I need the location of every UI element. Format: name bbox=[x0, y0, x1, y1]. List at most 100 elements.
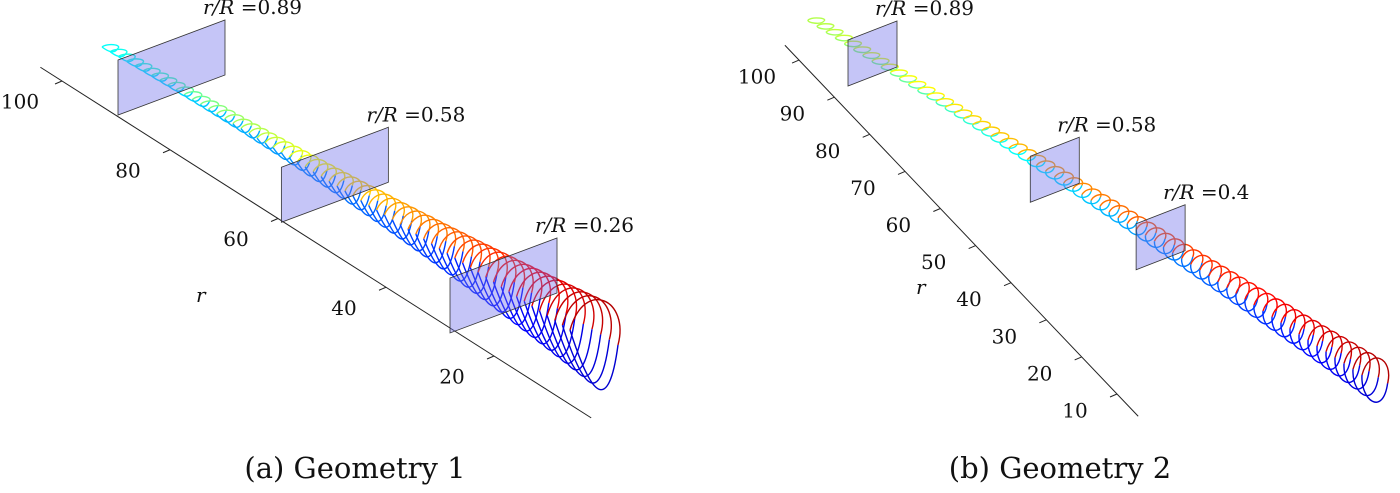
blade-section bbox=[1298, 334, 1324, 357]
blade-section bbox=[1244, 287, 1269, 306]
blade-section bbox=[1325, 336, 1353, 360]
blade-section bbox=[990, 132, 1010, 139]
tick-mark bbox=[1003, 282, 1012, 287]
blade-section bbox=[438, 231, 474, 257]
blade-section bbox=[1017, 153, 1037, 162]
blade-section bbox=[1343, 363, 1370, 390]
blade-section bbox=[167, 81, 186, 88]
blade-section bbox=[423, 238, 456, 270]
section-plane bbox=[117, 19, 226, 116]
plane-label-prefix: r/R = bbox=[1057, 112, 1111, 136]
blade-section bbox=[1180, 258, 1203, 274]
blade-section bbox=[538, 283, 586, 325]
plane-label-value: 0.4 bbox=[1218, 180, 1250, 204]
blade-section bbox=[407, 228, 438, 258]
blade-section bbox=[1226, 276, 1250, 294]
blade-section bbox=[1108, 204, 1130, 216]
tick-label: 100 bbox=[1, 90, 39, 114]
blade-section bbox=[415, 233, 447, 264]
blade-section bbox=[383, 214, 413, 240]
plane-label: r/R =0.89 bbox=[203, 0, 302, 19]
blade-section bbox=[972, 120, 991, 127]
blade-section bbox=[142, 67, 161, 73]
blade-section bbox=[375, 197, 406, 217]
blade-section bbox=[935, 97, 955, 104]
blade-section bbox=[990, 136, 1009, 143]
blade-section bbox=[1316, 345, 1342, 370]
blade-section bbox=[352, 184, 380, 201]
blade-section bbox=[126, 58, 145, 64]
blade-section bbox=[917, 86, 936, 92]
blade-section bbox=[352, 195, 379, 217]
plane-label: r/R =0.4 bbox=[1163, 180, 1249, 204]
blade-section bbox=[807, 19, 825, 24]
blade-section bbox=[438, 248, 473, 282]
tick-mark bbox=[270, 218, 279, 222]
blade-section bbox=[908, 80, 927, 86]
blade-section bbox=[1026, 159, 1046, 168]
blade-section bbox=[446, 253, 481, 288]
caption: (a) Geometry 1 bbox=[244, 451, 465, 485]
blade-section bbox=[825, 28, 844, 34]
blade-section bbox=[304, 166, 328, 183]
blade-section bbox=[248, 127, 270, 137]
tick-label: 70 bbox=[850, 176, 875, 200]
blade-section bbox=[1081, 188, 1102, 198]
blade-section bbox=[546, 315, 593, 371]
blade-section bbox=[561, 295, 612, 340]
blade-section bbox=[1099, 206, 1120, 217]
blade-section bbox=[1153, 241, 1175, 255]
blade-section bbox=[1244, 299, 1268, 319]
blade-section bbox=[288, 149, 312, 161]
blade-section bbox=[1144, 227, 1167, 240]
tick-mark bbox=[862, 133, 870, 138]
blade-section bbox=[1171, 243, 1195, 258]
plane-label: r/R =0.89 bbox=[875, 0, 974, 20]
blade-section bbox=[109, 48, 128, 54]
blade-section bbox=[336, 185, 362, 205]
blade-section bbox=[224, 118, 244, 128]
blade-section bbox=[1208, 265, 1232, 282]
blade-section bbox=[1063, 182, 1083, 192]
plane-label-value: 0.26 bbox=[589, 213, 634, 237]
blade-section bbox=[1181, 249, 1204, 264]
blade-section bbox=[407, 214, 440, 237]
blade-section bbox=[862, 52, 881, 57]
blade-section bbox=[430, 227, 465, 252]
tick-label: 90 bbox=[780, 102, 805, 126]
blade-section bbox=[999, 142, 1018, 149]
blade-section bbox=[1271, 316, 1296, 338]
blade-section bbox=[999, 137, 1019, 145]
blade-section bbox=[344, 180, 371, 196]
blade-section bbox=[454, 239, 491, 268]
blade-section bbox=[1090, 193, 1111, 204]
tick-label: 10 bbox=[1062, 399, 1087, 423]
blade-section bbox=[454, 257, 490, 294]
plane-label: r/R =0.58 bbox=[1057, 112, 1156, 136]
blade-section bbox=[461, 243, 500, 273]
blade-section bbox=[118, 53, 136, 59]
plane-label-prefix: r/R = bbox=[535, 213, 589, 237]
blade-section bbox=[880, 63, 899, 69]
blade-section bbox=[944, 107, 963, 113]
blade-section bbox=[477, 251, 517, 283]
blade-section bbox=[890, 69, 909, 75]
blade-section bbox=[1108, 211, 1129, 223]
blade-section bbox=[469, 247, 508, 278]
tick-mark bbox=[162, 149, 171, 154]
blade-section bbox=[963, 115, 982, 121]
plane-label: r/R =0.58 bbox=[366, 102, 465, 126]
tick-label: 40 bbox=[331, 296, 356, 320]
blade-section bbox=[889, 72, 908, 77]
blade-section bbox=[908, 83, 926, 89]
blade-section bbox=[1199, 260, 1223, 276]
blade-section bbox=[328, 180, 353, 200]
blade-section bbox=[1325, 351, 1352, 377]
blade-section bbox=[208, 108, 227, 118]
section-plane bbox=[280, 126, 389, 223]
blade-section bbox=[175, 86, 195, 93]
blade-section bbox=[554, 291, 604, 335]
blade-section bbox=[142, 70, 161, 77]
blade-section bbox=[383, 202, 414, 222]
axis-label: r bbox=[916, 275, 927, 299]
